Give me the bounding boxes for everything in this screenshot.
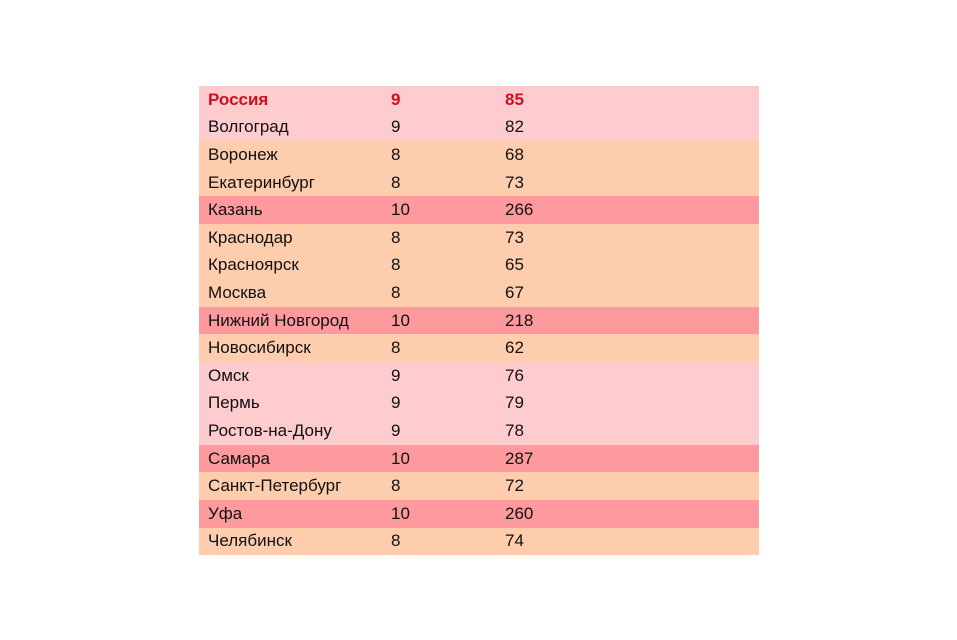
table-row: Нижний Новгород 10 218 — [199, 306, 759, 335]
value-a-cell: 8 — [391, 144, 401, 164]
value-b-cell: 78 — [505, 420, 524, 440]
table-row: Пермь 9 79 — [199, 389, 759, 418]
city-table: Россия 9 85 Волгоград 9 82 Воронеж 8 68 … — [199, 86, 759, 556]
table-row: Воронеж 8 68 — [199, 141, 759, 169]
city-cell: Москва — [208, 282, 267, 302]
value-b-cell: 68 — [505, 144, 524, 164]
value-a-cell: 8 — [391, 227, 401, 247]
value-b-cell: 62 — [505, 338, 524, 358]
value-b-cell: 73 — [505, 227, 524, 247]
value-a-cell: 9 — [391, 393, 401, 413]
value-a-cell: 8 — [391, 282, 401, 302]
city-cell: Санкт-Петербург — [208, 476, 342, 496]
city-cell: Челябинск — [208, 531, 292, 551]
city-cell: Екатеринбург — [208, 172, 315, 192]
value-b-cell: 266 — [505, 200, 534, 220]
value-a-cell: 8 — [391, 255, 401, 275]
value-b-cell: 67 — [505, 282, 524, 302]
value-b-cell: 79 — [505, 393, 524, 413]
city-cell: Ростов-на-Дону — [208, 420, 332, 440]
value-a-cell: 8 — [391, 531, 401, 551]
city-cell: Омск — [208, 365, 249, 385]
value-b-cell: 74 — [505, 531, 524, 551]
table-row: Екатеринбург 8 73 — [199, 168, 759, 197]
value-a-cell: 9 — [391, 420, 401, 440]
table-row: Россия 9 85 — [199, 86, 759, 114]
city-cell: Воронеж — [208, 144, 278, 164]
table-row: Казань 10 266 — [199, 196, 759, 224]
table-row: Краснодар 8 73 — [199, 223, 759, 252]
value-a-cell: 9 — [391, 365, 401, 385]
table-row: Челябинск 8 74 — [199, 527, 759, 556]
value-a-cell: 9 — [391, 89, 401, 109]
city-cell: Россия — [208, 89, 269, 109]
table-row: Самара 10 287 — [199, 444, 759, 473]
city-cell: Краснодар — [208, 227, 293, 247]
value-b-cell: 82 — [505, 117, 524, 137]
value-b-cell: 85 — [505, 89, 524, 109]
value-b-cell: 73 — [505, 172, 524, 192]
city-cell: Пермь — [208, 393, 260, 413]
table-row: Ростов-на-Дону 9 78 — [199, 417, 759, 445]
city-cell: Нижний Новгород — [208, 310, 349, 330]
value-b-cell: 72 — [505, 476, 524, 496]
value-b-cell: 287 — [505, 448, 534, 468]
table-row: Москва 8 67 — [199, 279, 759, 307]
value-a-cell: 8 — [391, 338, 401, 358]
city-cell: Казань — [208, 200, 263, 220]
value-b-cell: 218 — [505, 310, 534, 330]
city-cell: Самара — [208, 448, 270, 468]
city-cell: Уфа — [208, 503, 243, 523]
table-row: Волгоград 9 82 — [199, 113, 759, 142]
table-row: Новосибирск 8 62 — [199, 334, 759, 362]
value-a-cell: 10 — [391, 310, 410, 330]
value-a-cell: 10 — [391, 503, 410, 523]
value-a-cell: 8 — [391, 476, 401, 496]
value-a-cell: 8 — [391, 172, 401, 192]
city-cell: Красноярск — [208, 255, 299, 275]
value-b-cell: 260 — [505, 503, 534, 523]
table-row: Санкт-Петербург 8 72 — [199, 472, 759, 500]
table-row: Уфа 10 260 — [199, 499, 759, 528]
value-a-cell: 10 — [391, 448, 410, 468]
city-cell: Новосибирск — [208, 338, 311, 358]
table-row: Омск 9 76 — [199, 361, 759, 390]
value-a-cell: 10 — [391, 200, 410, 220]
value-a-cell: 9 — [391, 117, 401, 137]
value-b-cell: 76 — [505, 365, 524, 385]
city-cell: Волгоград — [208, 117, 289, 137]
table-row: Красноярск 8 65 — [199, 251, 759, 280]
value-b-cell: 65 — [505, 255, 524, 275]
